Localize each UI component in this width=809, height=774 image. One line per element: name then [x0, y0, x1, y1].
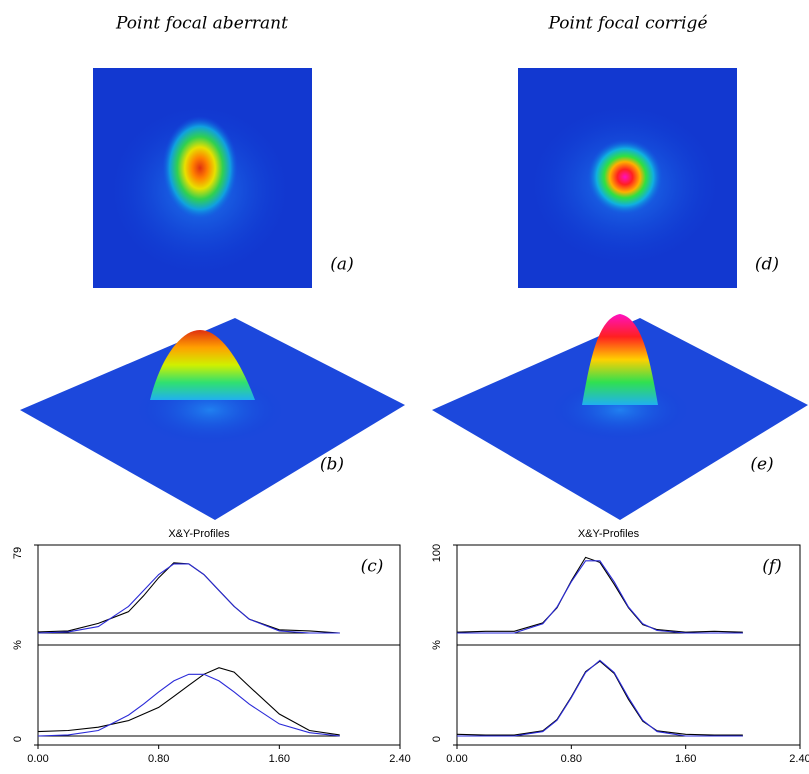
y-tick-label: 79: [12, 547, 24, 559]
x-tick-label: 0.00: [446, 753, 467, 765]
profile-line: [37, 563, 340, 634]
profile-line: [37, 562, 340, 634]
panel-label: (b): [320, 455, 344, 475]
y-axis-label: %: [431, 640, 443, 650]
chart-title: X&Y-Profiles: [168, 528, 230, 540]
surface-plot: [432, 314, 808, 520]
profile-line: [457, 659, 743, 737]
profile-line: [457, 560, 743, 634]
x-tick-label: 0.80: [561, 753, 582, 765]
x-tick-label: 2.40: [789, 753, 809, 765]
profile-line: [456, 556, 743, 633]
chart-title: X&Y-Profiles: [578, 528, 640, 540]
x-tick-label: 0.00: [27, 753, 48, 765]
y-axis-label: %: [12, 640, 24, 650]
panel-label: (e): [750, 455, 773, 475]
x-tick-label: 1.60: [269, 753, 290, 765]
y-tick-label: 0: [12, 736, 24, 742]
surface-plot: [20, 318, 405, 520]
panel-label: (a): [330, 255, 353, 275]
beam-image: [93, 68, 312, 288]
x-tick-label: 2.40: [389, 753, 410, 765]
profile-line: [37, 667, 340, 736]
y-tick-label: 100: [431, 544, 443, 562]
profile-line: [37, 673, 340, 737]
column-title: Point focal corrigé: [547, 14, 707, 34]
beam-image: [518, 68, 737, 288]
panel-label: (f): [762, 557, 782, 577]
profile-line: [456, 660, 743, 736]
x-tick-label: 0.80: [148, 753, 169, 765]
panel-label: (d): [755, 255, 779, 275]
panel-label: (c): [361, 557, 384, 577]
column-title: Point focal aberrant: [115, 14, 288, 34]
y-tick-label: 0: [431, 736, 443, 742]
x-tick-label: 1.60: [675, 753, 696, 765]
